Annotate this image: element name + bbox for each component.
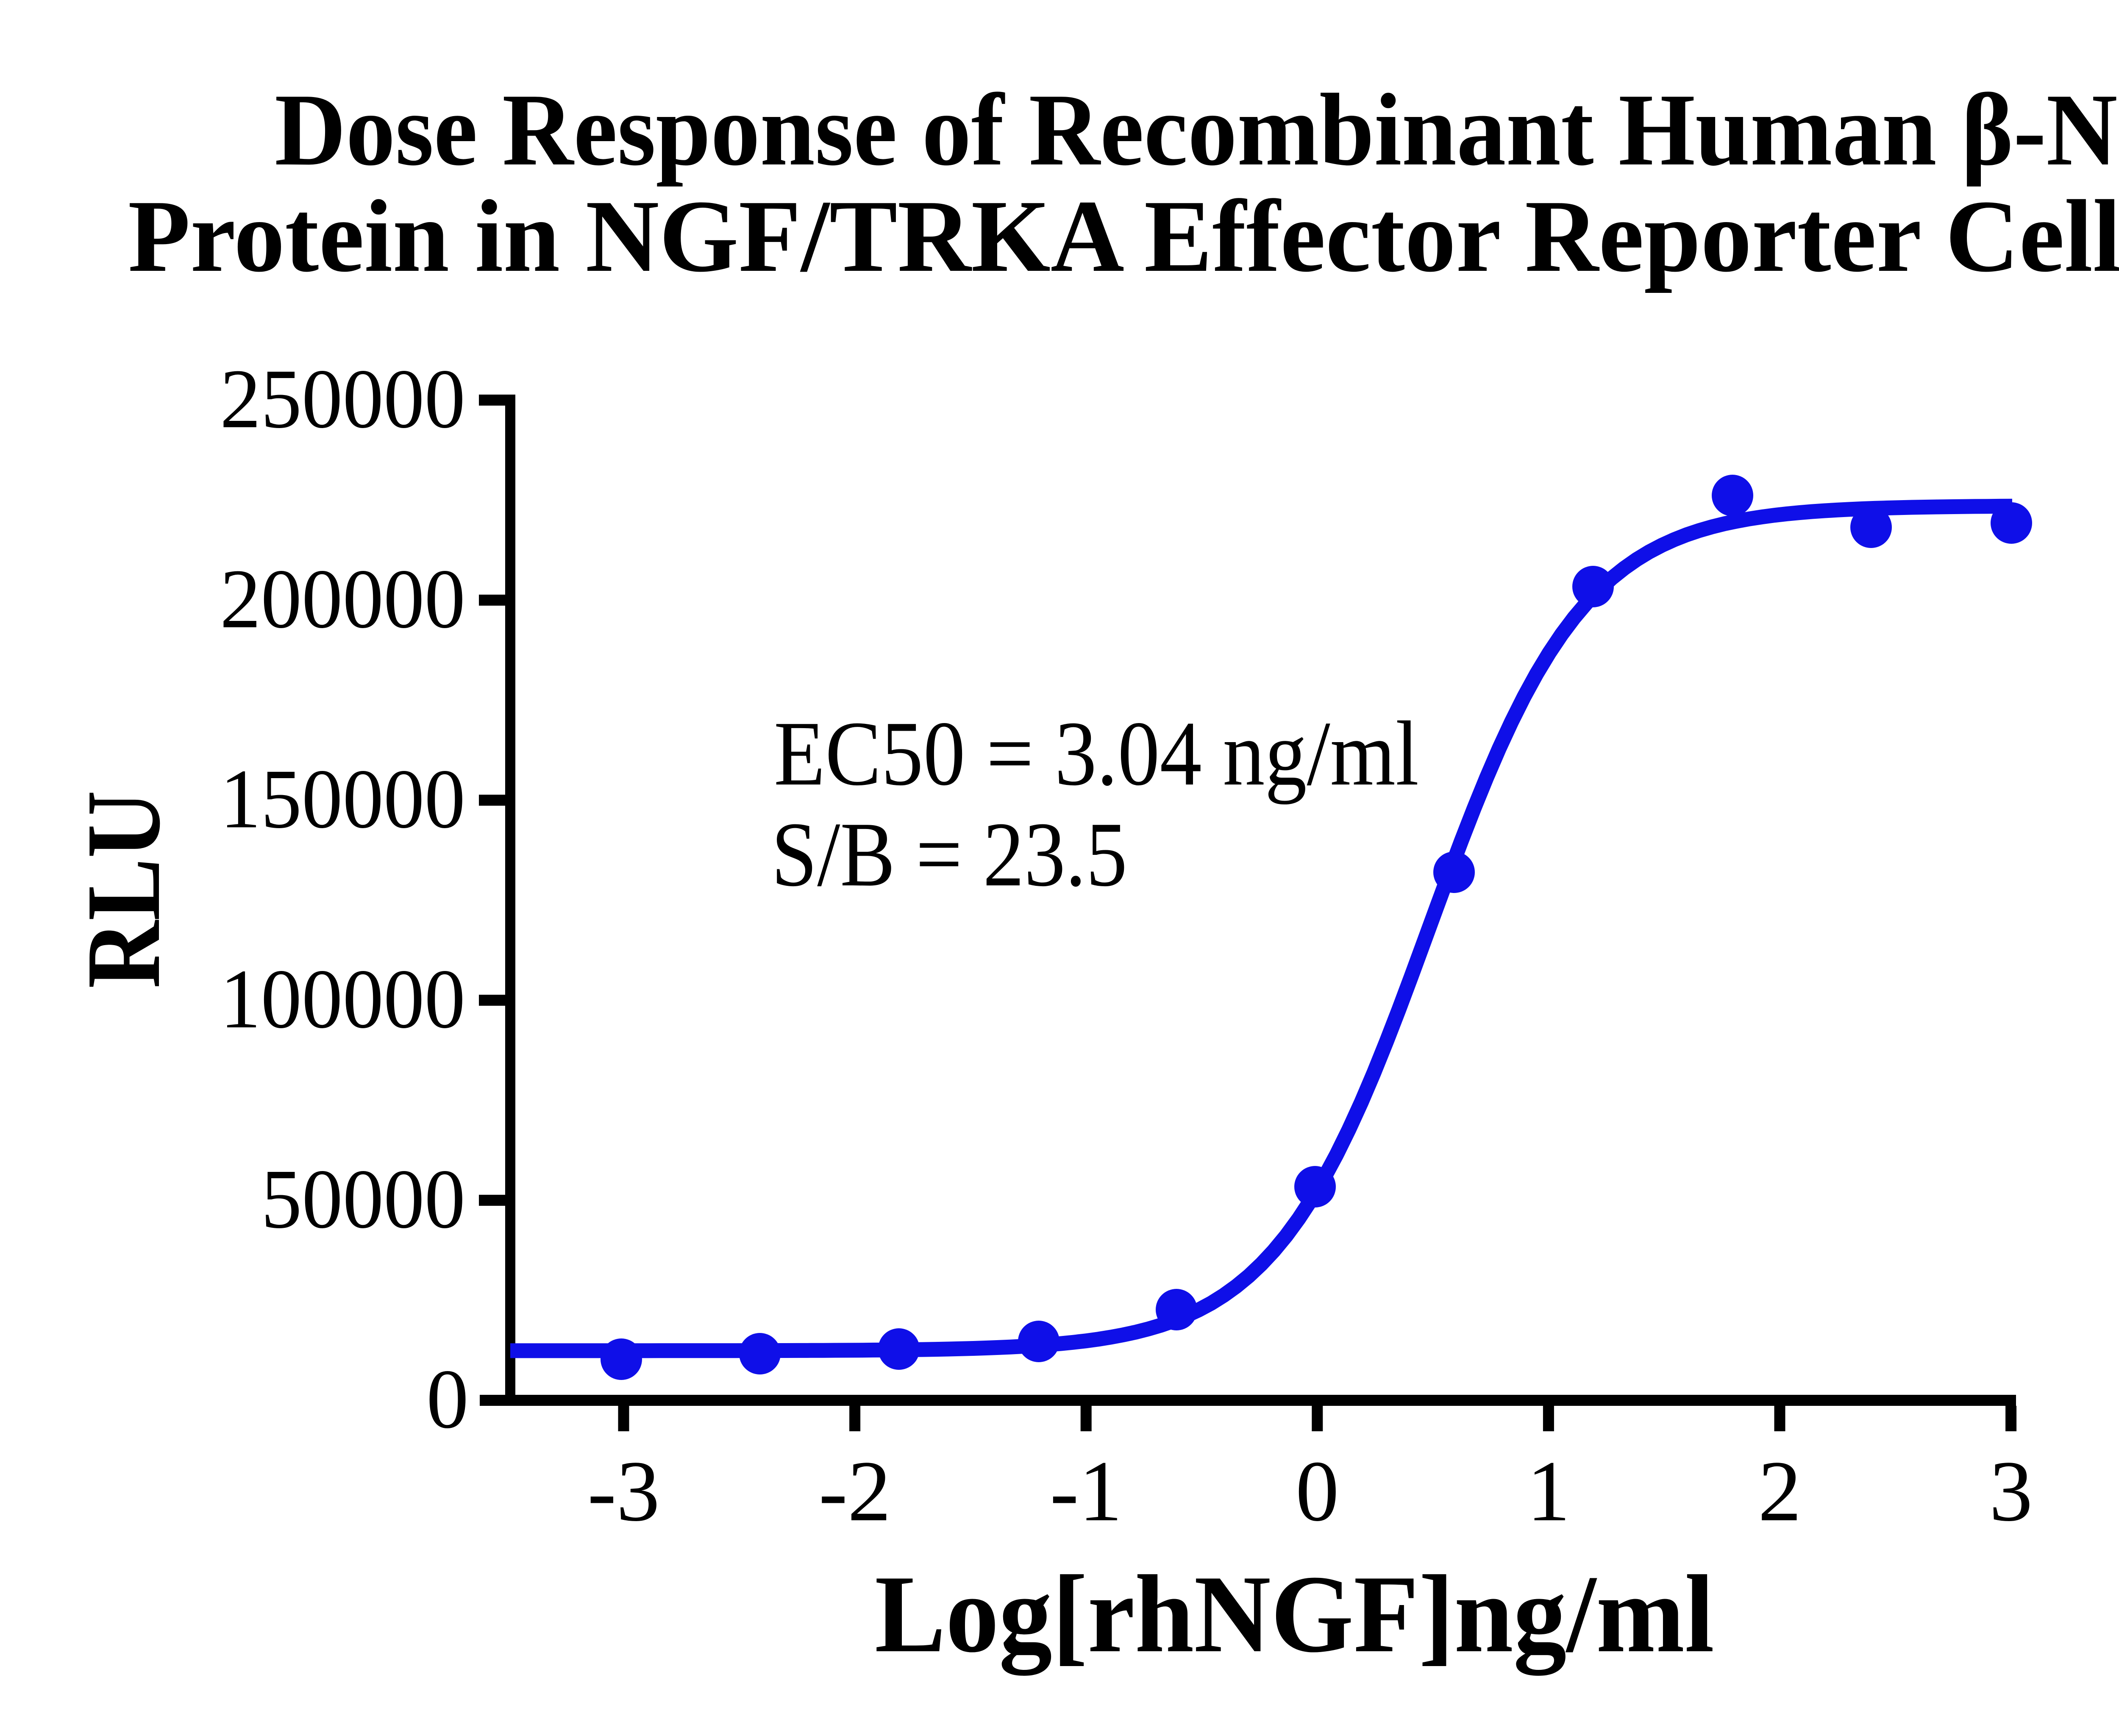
svg-text:2: 2: [1758, 1443, 1802, 1539]
svg-text:1: 1: [1527, 1443, 1571, 1539]
svg-text:0: 0: [426, 1352, 469, 1446]
svg-text:-1: -1: [1050, 1443, 1122, 1539]
svg-text:S/B = 23.5: S/B = 23.5: [771, 804, 1127, 906]
svg-text:3: 3: [1989, 1443, 2033, 1539]
svg-text:250000: 250000: [220, 352, 465, 446]
svg-text:Protein in NGF/TRKA Effector R: Protein in NGF/TRKA Effector Reporter Ce…: [128, 179, 2119, 293]
svg-text:RLU: RLU: [65, 790, 182, 988]
svg-text:100000: 100000: [220, 952, 465, 1046]
svg-text:-3: -3: [587, 1443, 660, 1539]
svg-text:Dose Response of Recombinant H: Dose Response of Recombinant Human β-NGF: [275, 72, 2119, 187]
svg-text:0: 0: [1296, 1443, 1339, 1539]
svg-text:150000: 150000: [220, 752, 465, 846]
svg-text:-2: -2: [819, 1443, 891, 1539]
svg-text:Log[rhNGF]ng/ml: Log[rhNGF]ng/ml: [875, 1552, 1714, 1677]
svg-text:50000: 50000: [261, 1152, 465, 1246]
svg-text:200000: 200000: [220, 552, 465, 646]
svg-text:EC50 = 3.04 ng/ml: EC50 = 3.04 ng/ml: [774, 703, 1419, 805]
